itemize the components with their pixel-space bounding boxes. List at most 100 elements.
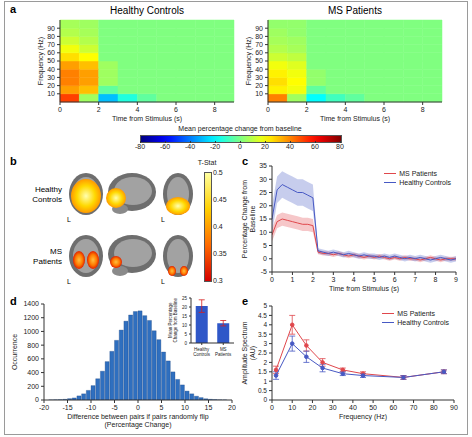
svg-text:5: 5 (263, 302, 267, 309)
svg-text:2.5: 2.5 (258, 349, 267, 356)
svg-text:30: 30 (255, 74, 263, 81)
svg-text:1.5: 1.5 (258, 368, 267, 375)
svg-text:8: 8 (434, 276, 438, 283)
svg-text:4: 4 (343, 106, 347, 113)
svg-text:-15: -15 (62, 404, 72, 411)
svg-text:50: 50 (369, 404, 377, 411)
svg-text:15: 15 (205, 404, 213, 411)
svg-text:10: 10 (255, 90, 263, 97)
svg-text:15: 15 (182, 314, 188, 319)
svg-text:40: 40 (47, 66, 55, 73)
svg-text:20: 20 (259, 202, 267, 209)
svg-text:1000: 1000 (23, 328, 39, 335)
svg-text:40: 40 (255, 66, 263, 73)
svg-text:10: 10 (182, 323, 188, 328)
svg-text:10: 10 (181, 404, 189, 411)
svg-text:20: 20 (182, 305, 188, 310)
svg-text:-5: -5 (111, 404, 117, 411)
svg-text:20: 20 (255, 82, 263, 89)
svg-text:60: 60 (389, 404, 397, 411)
svg-text:-10: -10 (86, 404, 96, 411)
svg-text:L: L (67, 278, 71, 285)
svg-text:1: 1 (263, 378, 267, 385)
svg-text:0: 0 (136, 404, 140, 411)
svg-text:800: 800 (27, 342, 39, 349)
svg-text:5: 5 (160, 404, 164, 411)
svg-text:70: 70 (255, 41, 263, 48)
svg-text:-20: -20 (39, 404, 49, 411)
svg-text:2: 2 (263, 359, 267, 366)
svg-text:90: 90 (255, 25, 263, 32)
svg-text:0: 0 (263, 396, 267, 403)
svg-text:0: 0 (270, 276, 274, 283)
svg-text:80: 80 (430, 404, 438, 411)
svg-text:1400: 1400 (23, 300, 39, 307)
svg-text:6: 6 (382, 106, 386, 113)
svg-text:90: 90 (47, 25, 55, 32)
svg-text:20: 20 (228, 404, 236, 411)
svg-text:3: 3 (263, 340, 267, 347)
svg-text:1: 1 (290, 276, 294, 283)
svg-text:70: 70 (47, 41, 55, 48)
svg-text:25: 25 (259, 189, 267, 196)
svg-text:80: 80 (255, 33, 263, 40)
svg-text:400: 400 (27, 369, 39, 376)
svg-text:2: 2 (305, 106, 309, 113)
svg-text:0.5: 0.5 (258, 387, 267, 394)
svg-text:8: 8 (421, 106, 425, 113)
html-text:Healthy Controls: Healthy Controls (110, 5, 184, 16)
svg-text:6: 6 (393, 276, 397, 283)
svg-text:MSPatients: MSPatients (215, 347, 232, 357)
svg-text:6: 6 (174, 106, 178, 113)
svg-text:40: 40 (349, 404, 357, 411)
svg-text:5: 5 (184, 332, 187, 337)
html-text:MS Patients: MS Patients (328, 5, 382, 16)
svg-text:60: 60 (47, 49, 55, 56)
svg-text:L: L (161, 278, 165, 285)
svg-text:4: 4 (263, 321, 267, 328)
svg-text:70: 70 (410, 404, 418, 411)
svg-text:60: 60 (255, 49, 263, 56)
svg-text:4: 4 (135, 106, 139, 113)
svg-text:25: 25 (182, 296, 188, 301)
html-text:Healthy: Healthy (34, 185, 62, 194)
svg-text:7: 7 (413, 276, 417, 283)
svg-text:0: 0 (35, 396, 39, 403)
svg-text:4.5: 4.5 (258, 312, 267, 319)
svg-text:80: 80 (47, 33, 55, 40)
svg-text:4: 4 (352, 276, 356, 283)
svg-text:8: 8 (213, 106, 217, 113)
svg-text:1200: 1200 (23, 314, 39, 321)
svg-text:0: 0 (184, 341, 187, 346)
svg-text:10: 10 (47, 90, 55, 97)
svg-text:HealthyControls: HealthyControls (193, 347, 211, 357)
svg-text:50: 50 (47, 57, 55, 64)
svg-text:35: 35 (259, 162, 267, 169)
svg-text:10: 10 (288, 404, 296, 411)
svg-text:0: 0 (58, 106, 62, 113)
svg-text:5: 5 (372, 276, 376, 283)
svg-text:3.5: 3.5 (258, 331, 267, 338)
svg-text:50: 50 (255, 57, 263, 64)
svg-text:200: 200 (27, 383, 39, 390)
svg-text:5: 5 (263, 242, 267, 249)
svg-text:L: L (67, 216, 71, 223)
svg-text:30: 30 (259, 176, 267, 183)
svg-text:9: 9 (454, 276, 458, 283)
svg-text:20: 20 (309, 404, 317, 411)
svg-text:0: 0 (263, 255, 267, 262)
svg-text:3: 3 (331, 276, 335, 283)
svg-text:15: 15 (259, 215, 267, 222)
svg-text:-5: -5 (261, 268, 267, 275)
svg-text:L: L (161, 216, 165, 223)
svg-text:30: 30 (47, 74, 55, 81)
svg-text:20: 20 (47, 82, 55, 89)
svg-text:10: 10 (259, 229, 267, 236)
svg-text:600: 600 (27, 355, 39, 362)
svg-text:90: 90 (450, 404, 458, 411)
svg-text:2: 2 (311, 276, 315, 283)
svg-text:0: 0 (270, 404, 274, 411)
svg-text:2: 2 (97, 106, 101, 113)
svg-text:0: 0 (266, 106, 270, 113)
svg-text:30: 30 (329, 404, 337, 411)
